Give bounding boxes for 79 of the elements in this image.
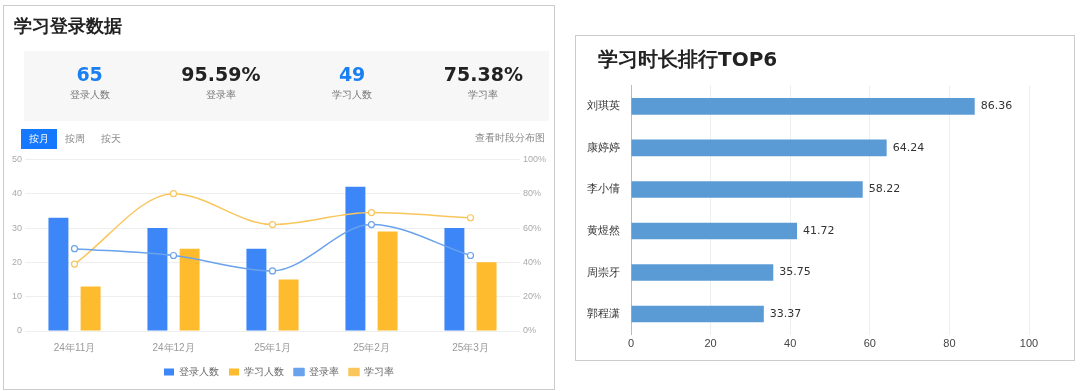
bar	[80, 286, 101, 331]
text: 登录率	[204, 88, 237, 102]
y-tick-label: 10	[12, 291, 23, 302]
bar	[147, 228, 168, 331]
y2-tick-label: 80%	[522, 188, 541, 199]
legend-label: 登录人数	[179, 365, 219, 377]
x-tick-label: 20	[704, 337, 717, 350]
bar	[48, 217, 69, 331]
text: 学习人数	[331, 88, 374, 102]
y-tick-label: 20	[12, 256, 23, 267]
y-tick-label: 50	[12, 153, 23, 164]
point	[466, 251, 475, 260]
bar	[631, 139, 887, 157]
y-tick-label: 黄煜然	[587, 224, 620, 236]
text: 登录人数	[68, 88, 111, 102]
y-tick-label: 康婷婷	[587, 140, 620, 153]
text: 学习登录数据	[14, 14, 122, 38]
x-tick-label: 25年1月	[254, 341, 291, 353]
bar	[278, 279, 299, 331]
x-tick-label: 100	[1019, 337, 1039, 350]
x-tick-label: 25年2月	[353, 341, 390, 353]
legend-label: 学习人数	[244, 365, 284, 377]
data-label: 86.36	[980, 99, 1013, 113]
y-tick-label: 郭程潇	[587, 307, 620, 320]
y-tick-label: 刘琪英	[587, 99, 620, 112]
x-tick-label: 0	[627, 337, 635, 350]
point	[169, 251, 178, 260]
point	[70, 260, 79, 268]
point	[169, 190, 178, 198]
x-tick-label: 60	[863, 337, 876, 350]
data-label: 58.22	[868, 182, 901, 196]
point	[367, 209, 376, 217]
y-tick-label: 40	[12, 188, 23, 199]
bar	[631, 222, 798, 240]
y2-tick-label: 0%	[522, 325, 536, 336]
text: 49	[337, 63, 367, 85]
text: 按天	[100, 132, 122, 146]
y-tick-label: 0	[17, 325, 23, 336]
text: 75.38%	[442, 63, 524, 85]
data-label: 41.72	[803, 223, 835, 237]
y2-tick-label: 100%	[522, 153, 547, 164]
bar	[377, 231, 398, 331]
y-tick-label: 30	[12, 222, 23, 233]
bar	[444, 228, 465, 331]
x-tick-label: 80	[943, 337, 956, 350]
x-tick-label: 40	[784, 337, 797, 350]
bar	[631, 305, 764, 323]
y-tick-label: 周崇牙	[587, 265, 620, 278]
chart-title: 学习时长排行TOP6	[598, 46, 778, 73]
x-tick-label: 24年12月	[152, 341, 195, 353]
point	[70, 245, 79, 253]
bar	[476, 262, 497, 331]
point	[268, 221, 277, 229]
bar	[631, 264, 774, 281]
y2-tick-label: 40%	[522, 256, 541, 267]
bar	[179, 248, 200, 331]
legend-label: 登录率	[309, 365, 339, 377]
y2-tick-label: 60%	[522, 222, 541, 233]
text: 65	[75, 63, 104, 85]
text: 按周	[64, 132, 86, 146]
point	[466, 214, 475, 222]
y2-tick-label: 20%	[522, 291, 541, 302]
text: 按月	[21, 129, 57, 149]
bar	[345, 186, 366, 331]
bar	[631, 181, 863, 198]
data-label: 35.75	[779, 265, 811, 279]
bar	[631, 98, 975, 115]
bar	[246, 248, 267, 331]
x-tick-label: 24年11月	[53, 341, 96, 353]
legend-label: 学习率	[364, 365, 394, 377]
data-label: 64.24	[892, 140, 925, 154]
point	[268, 267, 277, 275]
text: 95.59%	[180, 63, 262, 85]
y-tick-label: 李小倩	[587, 182, 620, 195]
text: 查看时段分布图	[475, 131, 545, 145]
point	[367, 221, 376, 229]
text: 学习率	[467, 88, 500, 102]
data-label: 33.37	[769, 306, 802, 320]
x-tick-label: 25年3月	[452, 341, 489, 353]
